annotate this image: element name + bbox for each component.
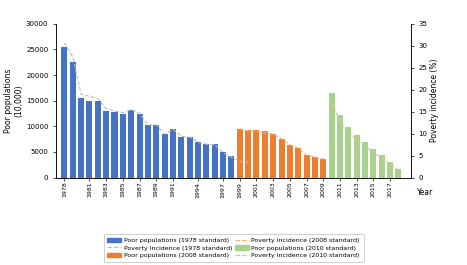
Bar <box>345 127 351 178</box>
Y-axis label: Poverty incidence (%): Poverty incidence (%) <box>431 59 439 143</box>
Bar <box>153 125 159 178</box>
Bar <box>212 144 218 178</box>
Bar <box>245 161 251 178</box>
Bar <box>245 130 251 178</box>
Bar <box>387 162 393 178</box>
Bar <box>128 111 134 178</box>
Bar <box>70 62 76 178</box>
Bar <box>178 136 184 178</box>
Bar <box>120 113 126 178</box>
Bar <box>337 115 343 178</box>
Bar <box>237 160 243 178</box>
Bar <box>162 134 168 178</box>
Bar <box>61 47 67 178</box>
Bar <box>228 156 234 178</box>
Bar <box>278 139 284 178</box>
Bar <box>254 130 260 178</box>
Bar <box>220 152 226 178</box>
Bar <box>170 129 176 178</box>
Bar <box>262 131 268 178</box>
Bar <box>136 113 142 178</box>
Bar <box>312 157 318 178</box>
Bar <box>86 101 92 178</box>
Bar <box>362 142 368 178</box>
Bar <box>379 155 385 178</box>
Bar <box>112 112 118 178</box>
Bar <box>304 155 310 178</box>
Bar <box>287 145 293 178</box>
Bar <box>187 136 193 178</box>
Bar <box>270 134 276 178</box>
Bar <box>237 129 243 178</box>
Bar <box>145 125 151 178</box>
Bar <box>329 93 335 178</box>
Bar <box>203 144 209 178</box>
Bar <box>370 149 376 178</box>
Legend: Poor populations (1978 standard), Poverty incidence (1978 standard), Poor popula: Poor populations (1978 standard), Povert… <box>104 234 363 262</box>
Bar <box>95 101 101 178</box>
Bar <box>103 111 109 178</box>
Bar <box>195 142 201 178</box>
Bar <box>78 98 84 178</box>
Bar <box>320 159 326 178</box>
Text: Year: Year <box>417 188 433 197</box>
Bar <box>295 148 301 178</box>
Y-axis label: Poor populations
(10,000): Poor populations (10,000) <box>4 69 23 133</box>
Bar <box>354 135 360 178</box>
Bar <box>396 169 402 178</box>
